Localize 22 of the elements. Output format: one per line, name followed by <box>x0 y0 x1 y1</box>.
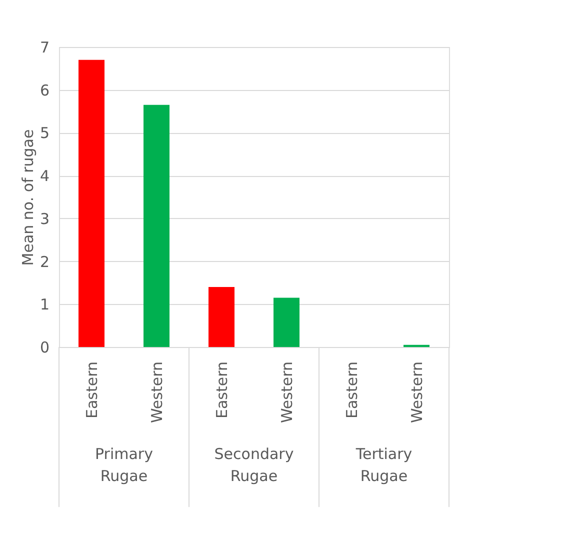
y-tick-label: 4 <box>40 167 50 186</box>
bar <box>144 104 170 347</box>
bar <box>78 60 104 347</box>
y-tick-label: 5 <box>40 124 50 142</box>
x-tick-label: Western <box>408 362 426 424</box>
y-tick-label: 7 <box>40 38 50 56</box>
x-tick-label: Eastern <box>343 362 361 419</box>
text: Tertiary Rugae <box>354 445 412 485</box>
y-tick-label: 3 <box>40 210 50 228</box>
text: Primary Rugae <box>95 445 154 485</box>
x-tick-label: Eastern <box>213 362 231 419</box>
y-tick-label: 1 <box>40 296 50 314</box>
bar <box>208 287 234 347</box>
x-tick-label: Western <box>278 362 296 424</box>
y-tick-label: 0 <box>40 338 50 356</box>
bar <box>274 298 300 347</box>
y-tick-label: 2 <box>40 252 50 271</box>
x-tick-label: Western <box>148 362 166 424</box>
x-tick-label: Eastern <box>83 362 101 419</box>
y-axis-title: Mean no. of rugae <box>18 129 37 266</box>
y-tick-label: 6 <box>40 81 50 100</box>
text: Secondary Rugae <box>214 445 294 485</box>
